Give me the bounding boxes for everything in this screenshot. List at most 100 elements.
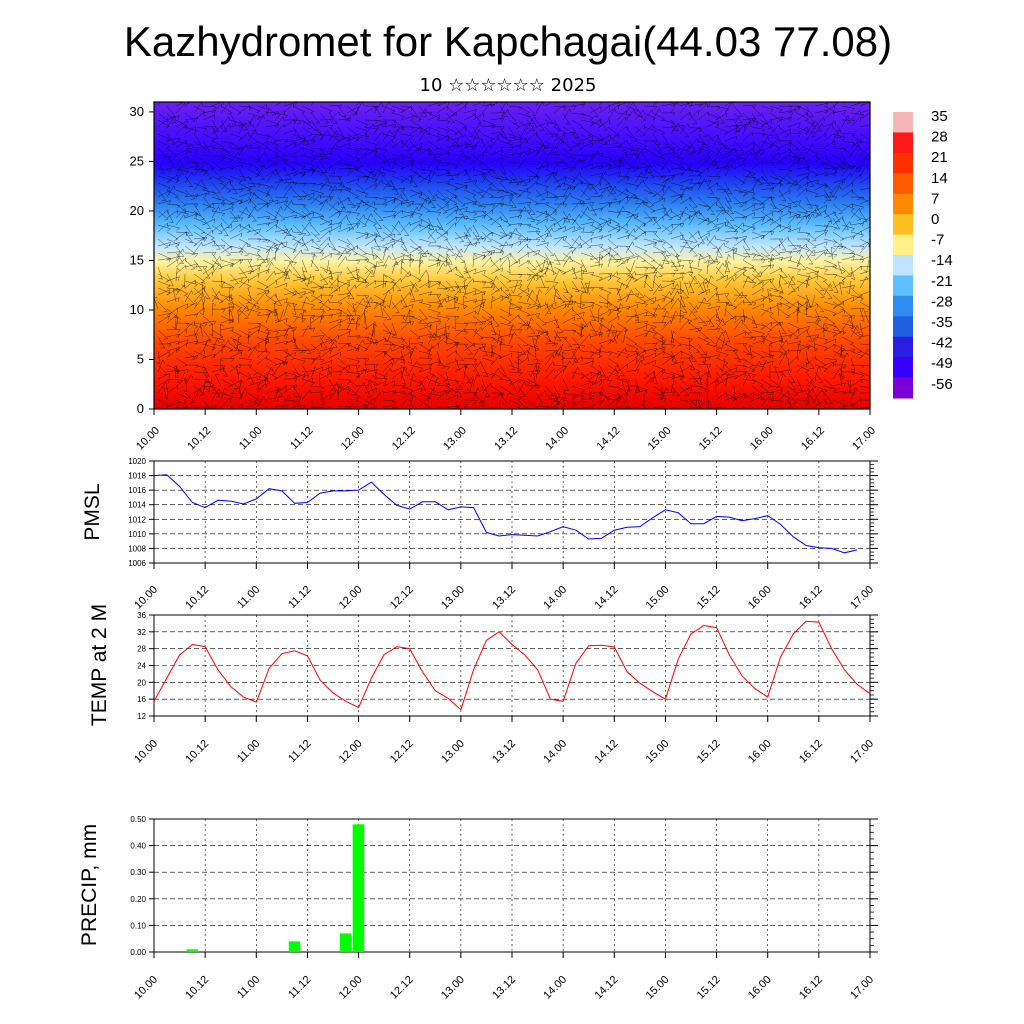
wind-barb [391,301,400,313]
wind-barb [229,124,244,129]
wind-barb [733,331,747,338]
wind-barb [787,157,801,163]
wind-barb [796,364,810,373]
wind-barb [832,309,845,317]
wind-barb [859,385,870,392]
wind-barb [787,273,796,285]
wind-barb [157,222,169,233]
wind-barb [274,372,287,380]
wind-barb [715,406,728,409]
wind-barb [823,105,836,114]
wind-barb [425,273,430,288]
wind-barb [733,112,744,124]
colorbar-label: -21 [931,273,953,290]
wind-barb [733,151,744,163]
wind-barb [733,238,745,247]
wind-barb [868,217,870,219]
wind-barb [832,185,842,198]
wind-barb [463,310,477,317]
wind-barb [454,248,464,261]
wind-barb [517,343,527,355]
wind-barb [436,287,451,293]
wind-barb [499,175,513,184]
wind-barb [202,399,210,409]
wind-barb [233,336,240,351]
wind-barb [517,287,530,296]
wind-barb [751,147,759,160]
wind-barb [490,149,504,156]
wind-barb [661,355,676,360]
wind-barb [517,112,531,120]
wind-barb [436,152,451,157]
wind-barb [526,383,538,394]
wind-barb [760,105,774,113]
wind-barb [481,138,493,149]
wind-barb [274,271,289,276]
wind-barb [445,209,457,219]
wind-barb [625,303,639,310]
wind-barb [490,280,500,292]
x-tick-label: 10.00 [132,584,160,612]
wind-barb [454,206,468,212]
wind-barb [319,226,333,233]
wind-barb [247,392,260,402]
wind-barb [508,378,521,387]
wind-barb [364,264,376,275]
wind-barb [346,277,360,282]
wind-barb [157,112,169,123]
wind-barb [697,103,708,114]
wind-barb [562,140,573,152]
wind-barb [553,158,564,170]
wind-barb [328,378,336,391]
wind-barb [472,153,484,163]
wind-barb [463,152,475,163]
wind-barb [823,338,837,345]
colorbar-label: -7 [931,232,944,249]
wind-barb [535,218,548,226]
wind-barb [247,364,259,375]
wind-barb [760,278,775,283]
wind-barb [355,399,368,409]
wind-barb [544,336,557,346]
wind-barb [670,154,684,162]
wind-barb [490,168,501,180]
wind-barb [265,330,272,345]
wind-barb [526,245,538,256]
wind-barb [616,305,631,310]
wind-barb [211,244,226,249]
x-tick-label: 15.12 [695,738,723,766]
wind-barb [841,221,852,233]
wind-barb [265,293,277,303]
wind-barb [517,133,529,144]
wind-barb [751,266,762,278]
wind-barb [661,252,670,265]
wind-barb [403,308,411,322]
wind-barb [832,280,845,289]
wind-barb [400,133,415,140]
wind-barb [364,238,376,247]
wind-barb [634,325,648,331]
wind-barb [436,335,448,345]
wind-barb [787,182,802,189]
wind-barb [805,210,820,217]
colorbar-label: -49 [931,355,953,372]
x-tick-label: 11.00 [237,425,264,452]
wind-barb [463,154,476,165]
x-tick-label: 11.00 [235,584,262,611]
wind-barb [346,322,361,328]
wind-barb [850,207,861,219]
wind-barb [742,259,755,269]
wind-barb [589,370,601,380]
wind-barb [202,217,212,229]
wind-barb [382,154,391,166]
wind-barb [355,199,365,212]
wind-barb [199,324,204,338]
wind-barb [706,354,720,359]
wind-barb [805,371,815,383]
wind-barb [643,241,657,247]
wind-barb [508,371,523,377]
wind-barb [265,308,279,317]
wind-barb [490,367,500,380]
wind-barb [850,230,862,240]
wind-barb [400,221,411,233]
